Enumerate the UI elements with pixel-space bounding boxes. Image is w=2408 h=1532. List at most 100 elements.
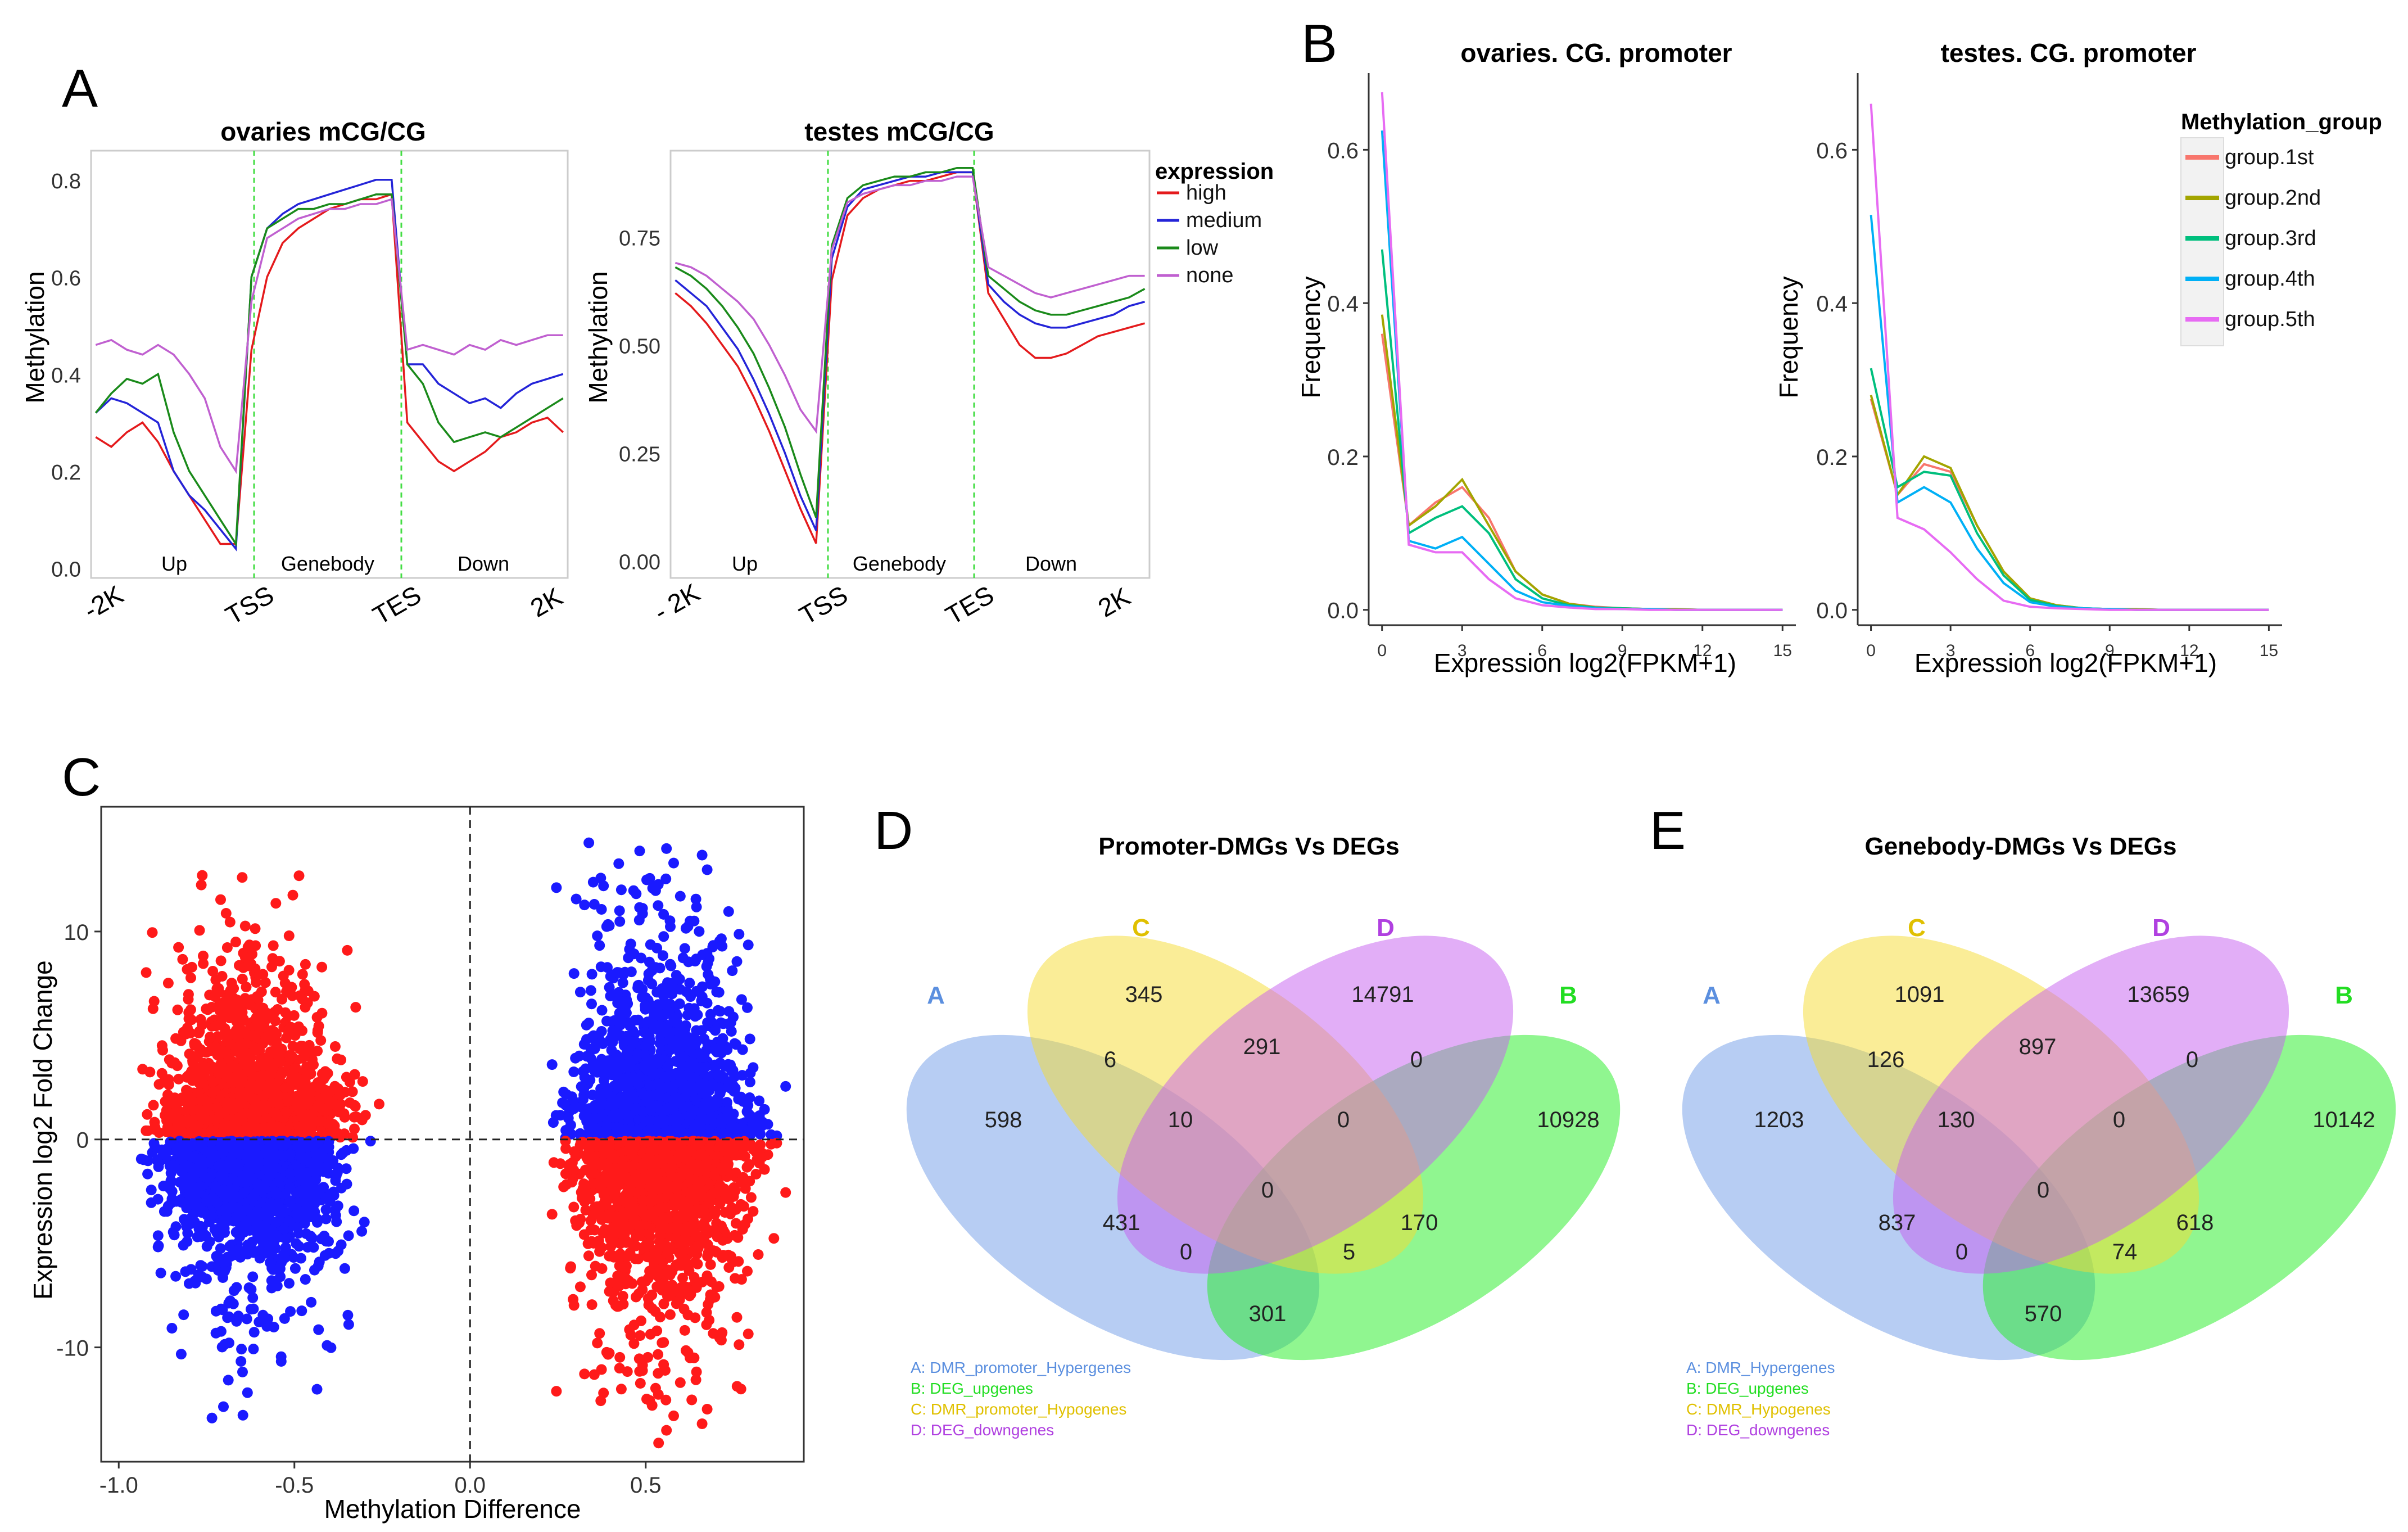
scatter-point (185, 1264, 197, 1275)
scatter-point (645, 1017, 657, 1028)
scatter-point (243, 960, 255, 971)
scatter-point (156, 1040, 168, 1051)
scatter-point (574, 1050, 585, 1061)
scatter-point (192, 1231, 203, 1242)
scatter-point (601, 1056, 613, 1066)
scatter-point (709, 1044, 721, 1055)
scatter-point (579, 900, 590, 911)
scatter-point (589, 1114, 600, 1124)
scatter-point (320, 1213, 332, 1224)
xtick-label: 6 (2025, 641, 2035, 660)
scatter-point (247, 1271, 259, 1282)
scatter-point (578, 1094, 589, 1105)
xtick-label: 6 (1537, 641, 1547, 660)
scatter-point (215, 894, 226, 905)
scatter-point (551, 882, 562, 893)
scatter-point (175, 1124, 186, 1135)
scatter-point (252, 1043, 264, 1055)
ytick-label: 0.2 (1816, 445, 1848, 470)
scatter-point (319, 1250, 331, 1261)
scatter-point (714, 1058, 726, 1069)
scatter-point (200, 1095, 211, 1106)
panel-b-testes-chart: testes. CG. promoter 0.00.20.40.6 0 3 6 9 12… (1774, 38, 2382, 677)
scatter-point (679, 943, 690, 954)
scatter-point (356, 1226, 368, 1237)
ytick-label: 0.6 (51, 267, 81, 291)
scatter-point (162, 1200, 174, 1212)
scatter-point (664, 1034, 676, 1045)
xtick-label: 12 (1693, 641, 1712, 660)
scatter-point (287, 990, 298, 1001)
scatter-point (241, 1204, 252, 1215)
scatter-point (246, 1304, 256, 1315)
series-line-medium (95, 179, 564, 552)
scatter-point (247, 1292, 259, 1303)
legend-label: group.1st (2225, 146, 2314, 169)
scatter-point (142, 1168, 153, 1179)
scatter-point (221, 942, 233, 953)
scatter-point (283, 1010, 294, 1022)
xtick-label: TSS (794, 580, 852, 630)
xtick-label: 0 (1377, 641, 1387, 660)
scatter-point (347, 1086, 358, 1097)
scatter-point (237, 1025, 248, 1036)
scatter-point (639, 1027, 650, 1038)
scatter-point (284, 1053, 296, 1064)
scatter-point (618, 1036, 630, 1047)
scatter-point (205, 1126, 216, 1137)
scatter-point (682, 921, 694, 932)
region-down: Down (1025, 552, 1077, 575)
scatter-point (279, 1224, 290, 1235)
scatter-point (754, 1095, 765, 1106)
scatter-point (236, 1356, 247, 1367)
scatter-point (655, 1105, 666, 1117)
scatter-point (240, 1149, 251, 1160)
scatter-point (349, 1069, 360, 1080)
scatter-point (264, 1230, 275, 1241)
scatter-point (717, 941, 728, 952)
scatter-point (201, 1273, 212, 1285)
scatter-point (295, 1186, 306, 1197)
scatter-point (248, 1344, 259, 1354)
y-axis-label: Methylation (583, 271, 613, 403)
scatter-point (722, 1044, 733, 1055)
scatter-point (182, 1091, 193, 1102)
scatter-point (690, 893, 701, 905)
chart-title: ovaries. CG. promoter (1460, 38, 1732, 67)
scatter-point (313, 1020, 324, 1032)
scatter-point (275, 1139, 286, 1150)
scatter-point (342, 1309, 354, 1321)
scatter-point (262, 1313, 274, 1325)
scatter-point (203, 1156, 215, 1168)
scatter-point (691, 901, 702, 912)
scatter-point (231, 1202, 242, 1213)
scatter-point (275, 1351, 287, 1362)
xtick-label: 9 (2105, 641, 2115, 660)
scatter-point (658, 931, 669, 942)
scatter-point (316, 1233, 327, 1245)
scatter-point (263, 1212, 274, 1222)
scatter-point (295, 1253, 306, 1264)
x-axis-label: Expression log2(FPKM+1) (1434, 648, 1736, 677)
scatter-point (643, 1090, 654, 1101)
series-line-low (675, 166, 1146, 518)
scatter-point (242, 1387, 253, 1398)
scatter-point (768, 1233, 780, 1244)
scatter-point (698, 1051, 709, 1063)
scatter-point (272, 1004, 283, 1015)
scatter-point (675, 984, 686, 995)
scatter-point (147, 927, 158, 938)
scatter-point (329, 1041, 341, 1052)
scatter-point (672, 1017, 683, 1028)
scatter-point (736, 994, 747, 1005)
scatter-point (283, 1095, 294, 1106)
scatter-point (197, 1019, 207, 1031)
scatter-point (295, 1163, 306, 1174)
panel-label-e: E (1650, 801, 1686, 861)
scatter-point (173, 942, 184, 953)
scatter-point (306, 1232, 318, 1244)
scatter-point (285, 1306, 296, 1317)
scatter-point (265, 1165, 275, 1176)
scatter-point (274, 1263, 286, 1275)
scatter-point (299, 1196, 310, 1208)
